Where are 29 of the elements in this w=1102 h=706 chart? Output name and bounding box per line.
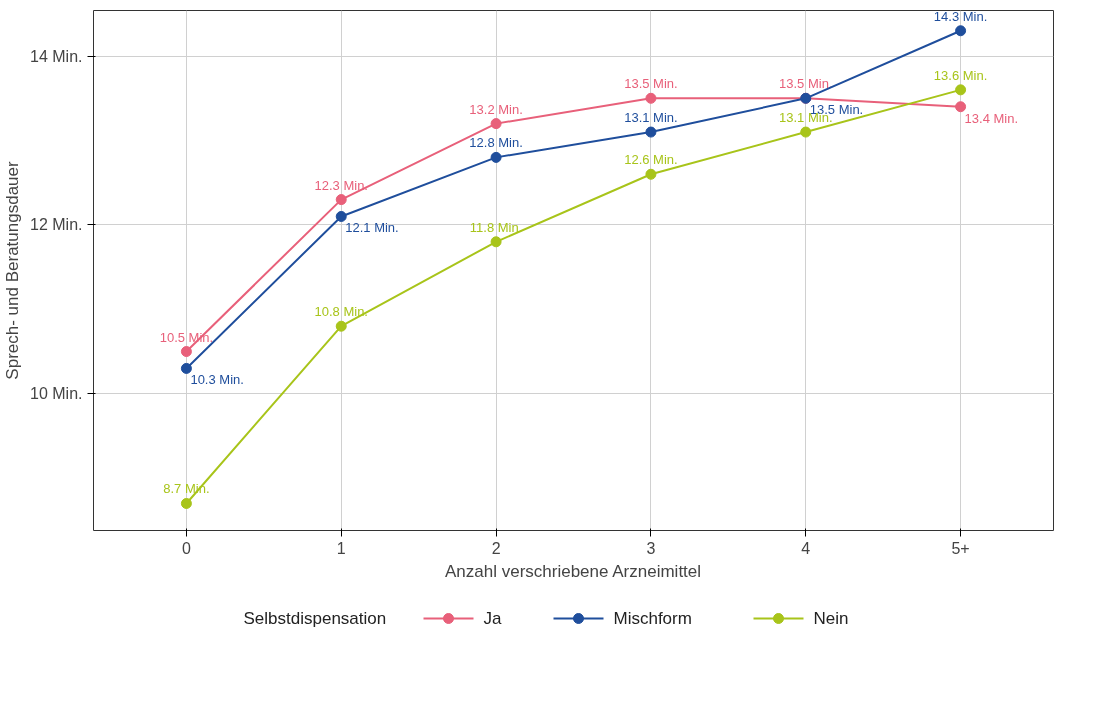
- data-label: 11.8 Min.: [469, 219, 523, 235]
- data-label: 13.5 Min.: [779, 76, 833, 92]
- x-tick-label: 2: [491, 539, 501, 557]
- y-tick-label: 14 Min.: [30, 47, 83, 65]
- legend-title: Selbstdispensation: [243, 609, 387, 628]
- x-tick-label: 4: [801, 539, 811, 557]
- data-label: 10.8 Min.: [314, 304, 368, 320]
- data-label: 13.1 Min.: [624, 110, 678, 126]
- data-label: 13.6 Min.: [933, 67, 988, 83]
- x-tick-label: 0: [181, 539, 191, 557]
- data-label: 12.1 Min.: [345, 220, 399, 236]
- x-tick-label: 3: [646, 539, 656, 557]
- x-tick-label: 1: [336, 539, 346, 557]
- y-tick-label: 12 Min.: [30, 216, 83, 234]
- data-label: 13.5 Min.: [624, 76, 678, 92]
- data-label: 13.2 Min.: [469, 101, 523, 117]
- y-axis-title: Sprech- und Beratungsdauer: [3, 161, 23, 380]
- x-tick-label: 5+: [951, 539, 970, 557]
- data-label: 12.3 Min.: [314, 177, 368, 193]
- data-label: 14.3 Min.: [933, 8, 988, 24]
- legend-label: Mischform: [613, 609, 692, 628]
- y-tick-label: 10 Min.: [30, 385, 83, 403]
- data-label: 12.6 Min.: [624, 152, 678, 168]
- data-label: 12.8 Min.: [469, 135, 523, 151]
- legend-label: Ja: [483, 609, 502, 628]
- legend-label: Nein: [813, 609, 849, 628]
- x-axis-title: Anzahl verschriebene Arzneimittel: [445, 561, 702, 581]
- data-label: 13.4 Min.: [964, 110, 1019, 126]
- data-label: 10.3 Min.: [190, 372, 244, 388]
